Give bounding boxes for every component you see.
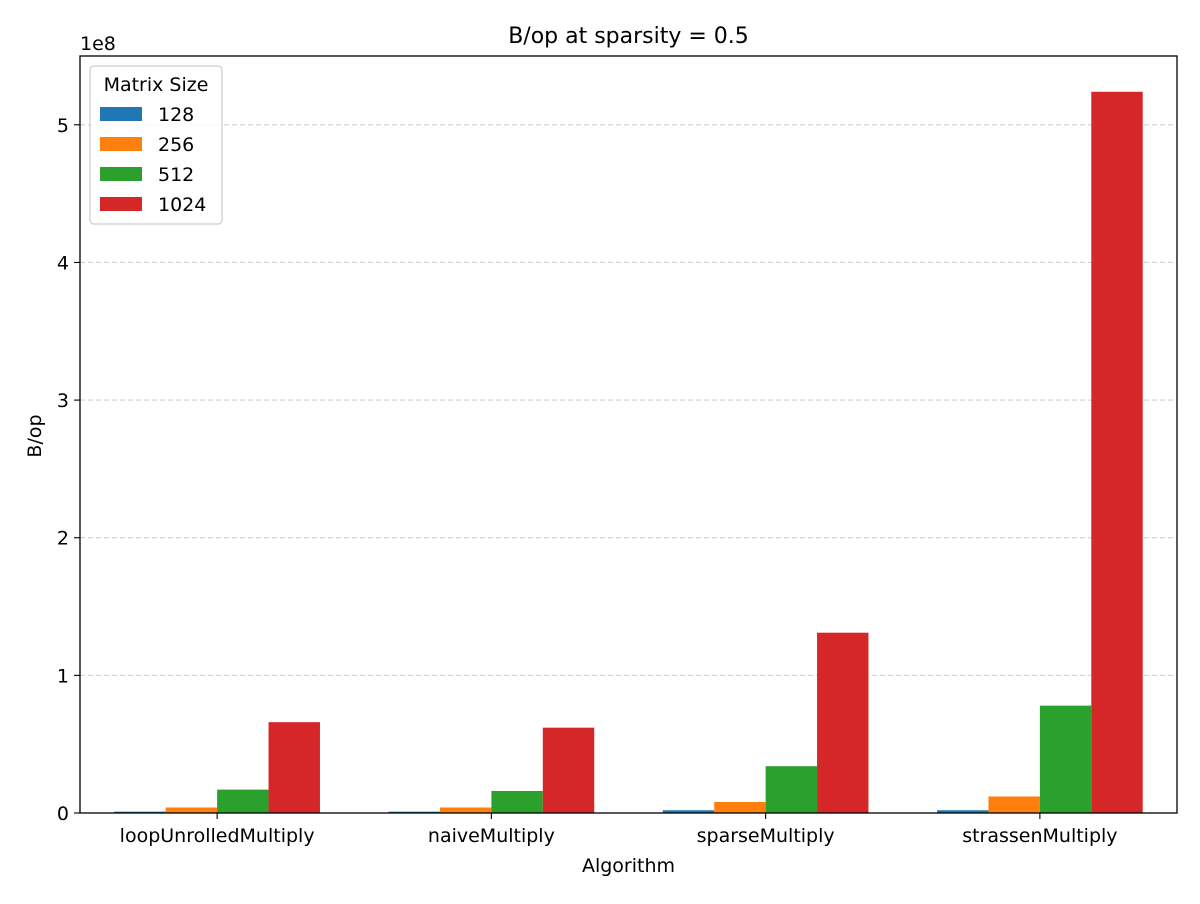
bars [114,91,1143,813]
bar-1024-sparseMultiply [817,632,869,813]
bar-128-sparseMultiply [662,810,715,813]
bar-256-naiveMultiply [439,807,492,813]
legend-swatch-512 [100,167,142,181]
y-offset-label: 1e8 [80,33,116,55]
bar-512-loopUnrolledMultiply [217,789,269,813]
y-axis-ticks: 0 1 2 3 4 5 [57,115,80,825]
y-tick-label: 4 [57,252,69,274]
bar-128-naiveMultiply [388,811,440,813]
gridlines [80,124,1177,676]
plot-frame [79,55,1178,814]
y-tick-label: 5 [57,115,69,137]
x-axis-label: Algorithm [582,855,675,877]
bar-512-sparseMultiply [765,766,818,813]
bar-512-strassenMultiply [1039,705,1092,813]
x-tick-label: loopUnrolledMultiply [120,825,315,847]
bar-128-strassenMultiply [937,810,989,813]
bar-128-loopUnrolledMultiply [114,811,166,813]
bar-1024-naiveMultiply [542,727,595,813]
legend-title: Matrix Size [104,74,209,96]
y-tick-label: 0 [57,803,69,825]
legend: Matrix Size 128 256 512 1024 [89,65,223,225]
legend-swatch-128 [100,107,142,121]
legend-items: 128 256 512 1024 [100,104,206,216]
x-tick-label: sparseMultiply [697,825,835,847]
x-tick-label: naiveMultiply [428,825,555,847]
y-tick-label: 2 [57,528,69,550]
y-tick-label: 1 [57,665,69,687]
legend-swatch-256 [100,137,142,151]
x-axis-ticks: loopUnrolledMultiply naiveMultiply sparseM… [120,813,1118,847]
chart-title: B/op at sparsity = 0.5 [508,24,749,49]
legend-frame [89,65,223,225]
y-axis-label: B/op [24,414,46,457]
bar-256-strassenMultiply [988,796,1040,813]
legend-label-128: 128 [158,104,194,126]
legend-label-512: 512 [158,164,194,186]
bar-256-sparseMultiply [714,801,766,813]
y-tick-label: 3 [57,390,69,412]
bar-1024-loopUnrolledMultiply [268,722,320,813]
legend-swatch-1024 [100,197,142,211]
bar-256-loopUnrolledMultiply [165,807,218,813]
legend-label-256: 256 [158,134,194,156]
x-tick-label: strassenMultiply [962,825,1117,847]
bar-1024-strassenMultiply [1091,91,1143,813]
legend-label-1024: 1024 [158,194,206,216]
bar-512-naiveMultiply [491,790,543,813]
